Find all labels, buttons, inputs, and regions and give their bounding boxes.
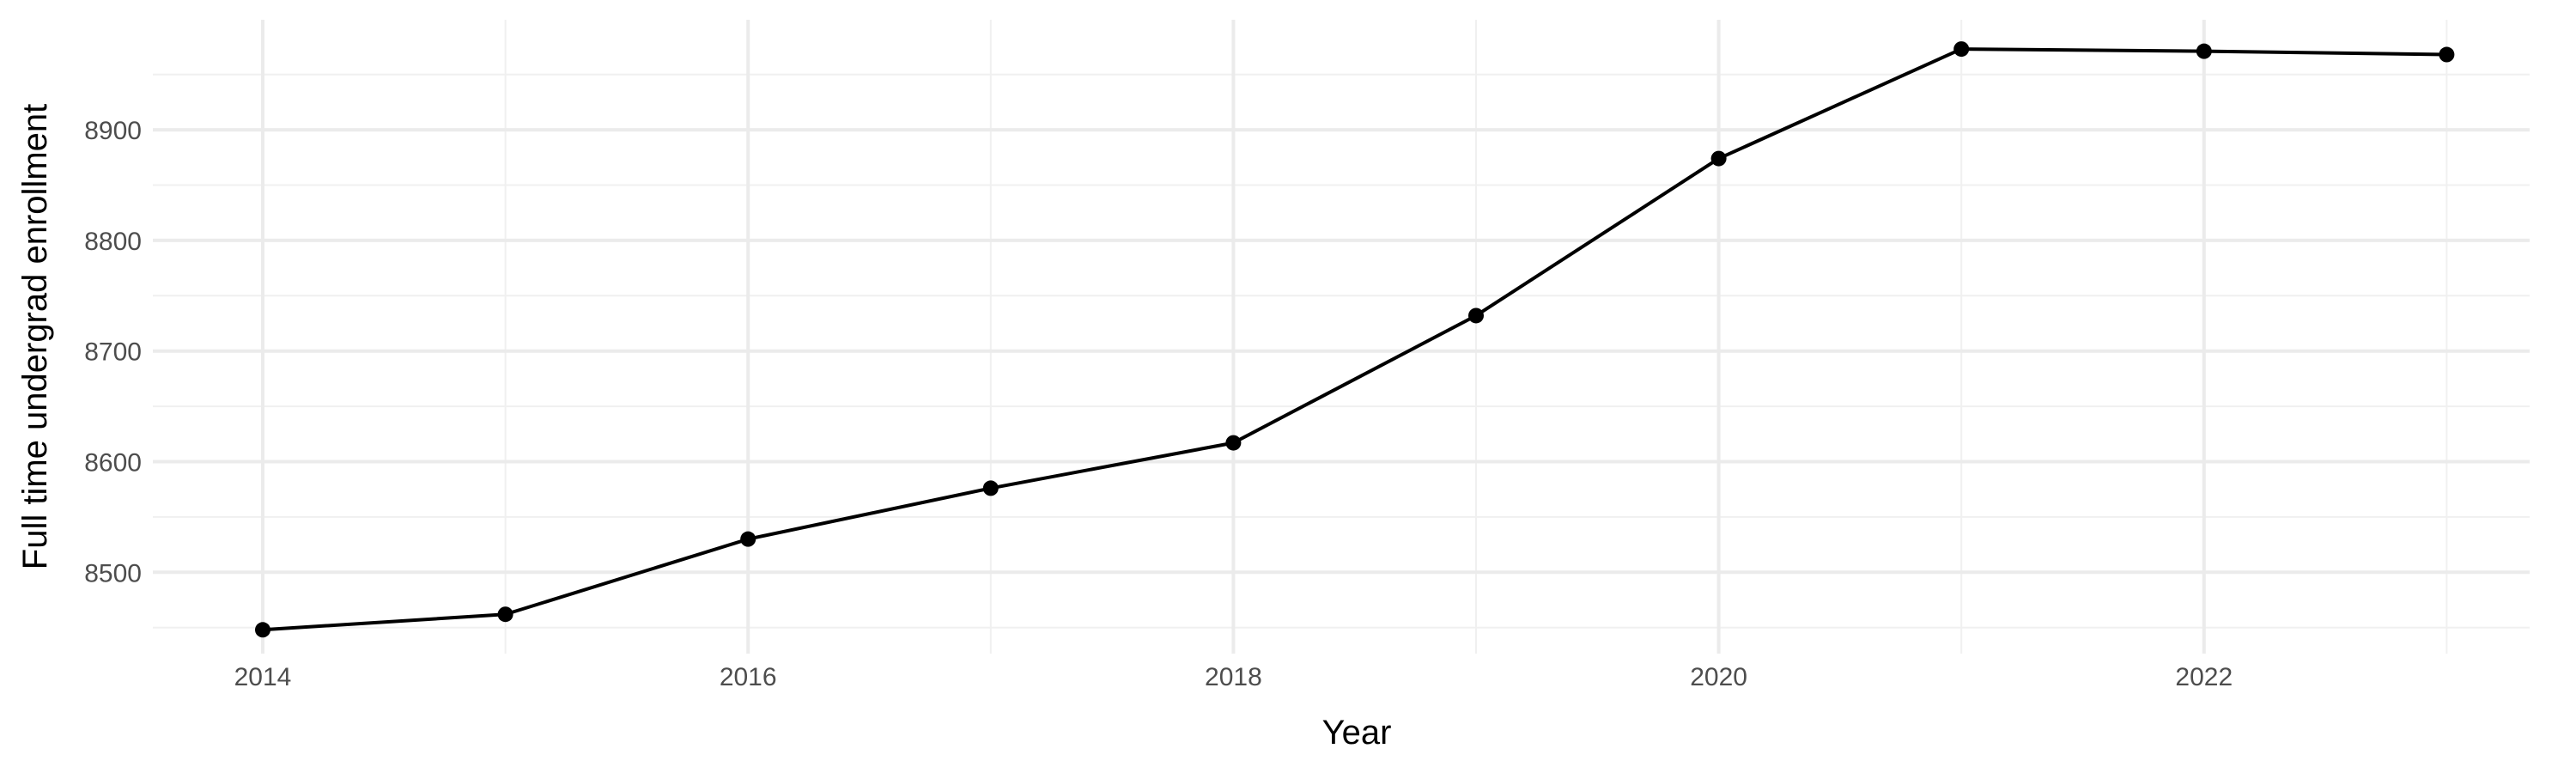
data-point [1225,435,1242,451]
y-tick-label: 8800 [84,228,142,256]
data-point [497,606,513,623]
data-point [1710,150,1727,167]
series-path [262,47,2447,632]
data-point [982,480,999,496]
data-point [2439,46,2455,63]
x-tick-label: 2022 [2175,663,2233,691]
y-tick-label: 8900 [84,117,142,145]
y-axis-title: Full time undergrad enrollment [16,104,54,569]
y-tick-label: 8700 [84,338,142,367]
series-line [255,41,2455,638]
x-axis-title: Year [1322,714,1392,752]
x-axis-ticks: 2014 2016 2018 2020 2022 [234,663,2233,691]
data-point [740,531,756,547]
x-tick-label: 2018 [1205,663,1262,691]
y-axis-ticks: 8500 8600 8700 8800 8900 [84,117,142,587]
data-point [1953,41,1970,58]
x-tick-label: 2014 [234,663,292,691]
grid [153,20,2530,654]
data-point [2196,43,2212,59]
y-tick-label: 8500 [84,559,142,587]
x-tick-label: 2016 [720,663,777,691]
data-point [255,622,270,638]
x-tick-label: 2020 [1690,663,1747,691]
y-tick-label: 8600 [84,449,142,478]
data-point [1468,307,1484,324]
